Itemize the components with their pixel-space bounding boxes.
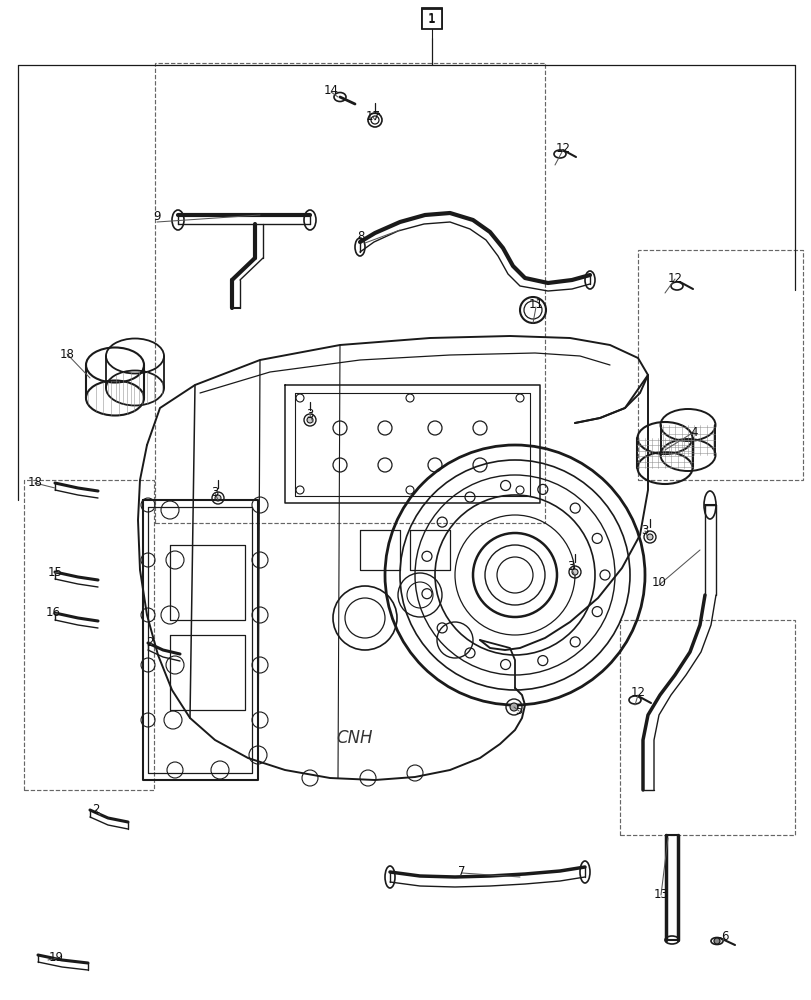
Text: 18: 18 (59, 348, 75, 360)
Text: 12: 12 (555, 142, 570, 155)
Text: 1: 1 (427, 13, 436, 26)
Text: 12: 12 (629, 686, 645, 700)
Text: 11: 11 (528, 298, 543, 312)
Text: CNH: CNH (337, 729, 373, 747)
Bar (620, 620, 794, 835)
Circle shape (509, 703, 517, 711)
Circle shape (571, 569, 577, 575)
Text: 16: 16 (45, 606, 61, 619)
Text: 8: 8 (357, 230, 364, 242)
Bar (155, 63, 544, 523)
Circle shape (713, 938, 719, 944)
Text: 3: 3 (211, 486, 218, 498)
Text: 3: 3 (641, 524, 648, 536)
Text: 18: 18 (28, 477, 42, 489)
Text: 19: 19 (49, 951, 63, 964)
Bar (422, 8, 441, 28)
Text: 1: 1 (427, 12, 436, 25)
Text: 2: 2 (146, 636, 153, 648)
Text: 4: 4 (689, 426, 697, 438)
Text: 3: 3 (306, 408, 313, 422)
Circle shape (215, 495, 221, 501)
Text: 10: 10 (650, 576, 666, 589)
Text: 6: 6 (720, 930, 727, 943)
Circle shape (646, 534, 652, 540)
Text: 2: 2 (92, 803, 100, 816)
Text: 9: 9 (153, 210, 161, 223)
Text: 15: 15 (48, 566, 62, 578)
Circle shape (307, 417, 312, 423)
Text: 5: 5 (515, 704, 522, 716)
Bar (422, 9, 441, 29)
Bar (637, 250, 802, 480)
Text: 13: 13 (653, 888, 667, 902)
Text: 12: 12 (667, 272, 682, 286)
Text: 7: 7 (457, 865, 466, 878)
Bar (24, 480, 154, 790)
Text: 14: 14 (323, 84, 338, 97)
Text: 17: 17 (365, 110, 380, 123)
Text: 3: 3 (567, 560, 574, 574)
